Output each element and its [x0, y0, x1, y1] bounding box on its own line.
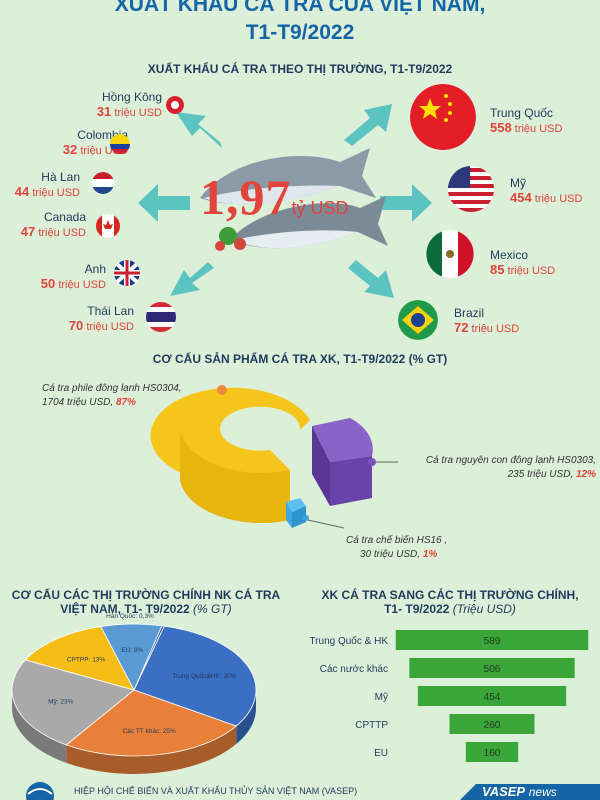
pie-slice: [65, 689, 238, 757]
mexico-flag-icon: [426, 230, 474, 278]
bar-value-label: 454: [484, 692, 501, 703]
slice-label-hs0304: Cá tra phile đông lạnh HS0304, 1704 triệ…: [42, 383, 182, 408]
market-name: Anh: [84, 262, 106, 276]
market-arrows: [138, 104, 432, 298]
footer-band: [0, 780, 600, 800]
market-canada: Canada 47 triệu USD: [0, 210, 86, 239]
pie-slice: [133, 625, 257, 727]
market-name: Canada: [43, 210, 86, 224]
pie-slice-label: Trung Quốc&HK: 30%: [172, 671, 236, 680]
arrow-icon: [170, 262, 214, 296]
market-netherlands: Hà Lan 44 triệu USD: [0, 170, 80, 199]
bar-category-label: EU: [374, 748, 388, 759]
market-uk: Anh 50 triệu USD: [16, 262, 106, 291]
bar: [395, 630, 589, 650]
donut-slice-hs16: [286, 498, 306, 512]
bar: [449, 714, 535, 734]
bar: [465, 742, 519, 762]
total-unit: tỷ USD: [291, 198, 349, 218]
pie-slice-label: CPTPP: 13%: [67, 656, 106, 663]
bar-value-label: 589: [484, 636, 501, 647]
pie-slice: [11, 659, 135, 746]
uk-flag-icon: [114, 260, 140, 286]
import-pie-title: CƠ CẤU CÁC THỊ TRƯỜNG CHÍNH NK CÁ TRA VI…: [11, 588, 281, 616]
bar-value-label: 260: [484, 720, 501, 731]
slice-label-hs0303: Cá tra nguyên con đông lạnh HS0303, 235 …: [425, 455, 596, 480]
market-name: Mexico: [490, 248, 529, 262]
market-name: Brazil: [454, 306, 485, 320]
market-mexico: Mexico 85 triệu USD: [490, 248, 556, 277]
bar: [417, 686, 567, 706]
total-value: 1,97: [200, 169, 292, 225]
market-name: Trung Quốc: [490, 106, 553, 120]
footer-org: HIỆP HỘI CHẾ BIẾN VÀ XUẤT KHẨU THỦY SẢN …: [74, 786, 358, 796]
market-hong-kong: Hồng Kông 31 triệu USD: [40, 90, 162, 119]
china-flag-icon: [410, 84, 476, 150]
colombia-flag-icon: [110, 134, 130, 154]
bar-category-label: Mỹ: [375, 692, 388, 703]
arrow-icon: [348, 260, 394, 298]
export-markets-bar-chart: Trung Quốc & HK 589 Các nước khác 506 Mỹ 454 C…: [309, 630, 589, 762]
market-value: 558: [490, 120, 512, 135]
product-structure-title: CƠ CẤU SẢN PHẨM CÁ TRA XK, T1-T9/2022 (%…: [152, 352, 448, 366]
market-china: Trung Quốc 558 triệu USD: [490, 106, 563, 135]
page-title-line2: T1-T9/2022: [245, 21, 355, 44]
bar-chart-title: XK CÁ TRA SANG CÁC THỊ TRƯỜNG CHÍNH, T1-…: [321, 588, 579, 616]
arrow-icon: [380, 184, 432, 222]
bar-category-label: Các nước khác: [320, 664, 388, 675]
pie-slice-label: Các TT khác: 25%: [123, 728, 176, 735]
pie-slice-side: [236, 690, 256, 745]
market-name: Hà Lan: [41, 170, 80, 184]
total-export-value: 1,97tỷ USD: [200, 168, 349, 226]
pie-slice-label: Hàn Quốc: 0,3%: [106, 611, 154, 620]
donut-slice-hs0303: [312, 418, 373, 462]
usa-flag-icon: [448, 166, 494, 212]
market-value: 32: [62, 142, 78, 157]
pie-slice-label: Mỹ: 23%: [48, 698, 74, 705]
netherlands-flag-icon: [92, 172, 114, 194]
market-value: 85: [490, 262, 505, 277]
arrow-icon: [176, 112, 222, 148]
slice-label-hs16: Cá tra chế biến HS16 , 30 triệu USD, 1%: [346, 535, 448, 560]
bar-value-label: 506: [484, 664, 501, 675]
thailand-flag-icon: [146, 302, 176, 332]
footer-brand: VASEP news: [482, 784, 557, 799]
markets-title: XUẤT KHẨU CÁ TRA THEO THỊ TRƯỜNG, T1-T9/…: [147, 62, 453, 76]
pangasius-fish-illustration: [200, 148, 388, 251]
market-value: 72: [454, 320, 469, 335]
market-thailand: Thái Lan 70 triệu USD: [30, 304, 134, 333]
pie-slice-label: EU: 8%: [121, 647, 143, 654]
pie-slice: [133, 625, 165, 691]
market-usa: Mỹ 454 triệu USD: [510, 176, 583, 205]
bar-category-label: CPTTP: [355, 720, 388, 731]
market-name: Hồng Kông: [101, 90, 162, 104]
market-name: Mỹ: [510, 176, 526, 190]
market-value: 50: [40, 276, 56, 291]
import-markets-pie-chart: Trung Quốc&HK: 30% Các TT khác: 25% Mỹ: 23…: [11, 611, 257, 774]
market-name: Thái Lan: [87, 304, 134, 318]
canada-flag-icon: [96, 214, 120, 238]
arrow-icon: [138, 184, 190, 222]
market-value: 454: [510, 190, 532, 205]
market-value: 70: [68, 318, 84, 333]
vasep-logo-icon: [26, 782, 54, 800]
market-value: 31: [96, 104, 112, 119]
hong-kong-flag-icon: [166, 96, 184, 114]
market-value: 44: [14, 184, 30, 199]
pie-slice-side: [66, 726, 237, 774]
brazil-flag-icon: [398, 300, 438, 340]
market-value: 47: [20, 224, 36, 239]
market-brazil: Brazil 72 triệu USD: [454, 306, 520, 335]
page-title-line1: XUẤT KHẨU CÁ TRA CỦA VIỆT NAM,: [114, 0, 486, 16]
pie-slice: [24, 626, 135, 691]
bar: [409, 658, 575, 678]
arrow-icon: [344, 104, 392, 146]
pie-slice-side: [12, 690, 67, 763]
product-donut-chart: [150, 385, 398, 529]
bar-value-label: 160: [484, 748, 501, 759]
bar-category-label: Trung Quốc & HK: [309, 635, 388, 647]
